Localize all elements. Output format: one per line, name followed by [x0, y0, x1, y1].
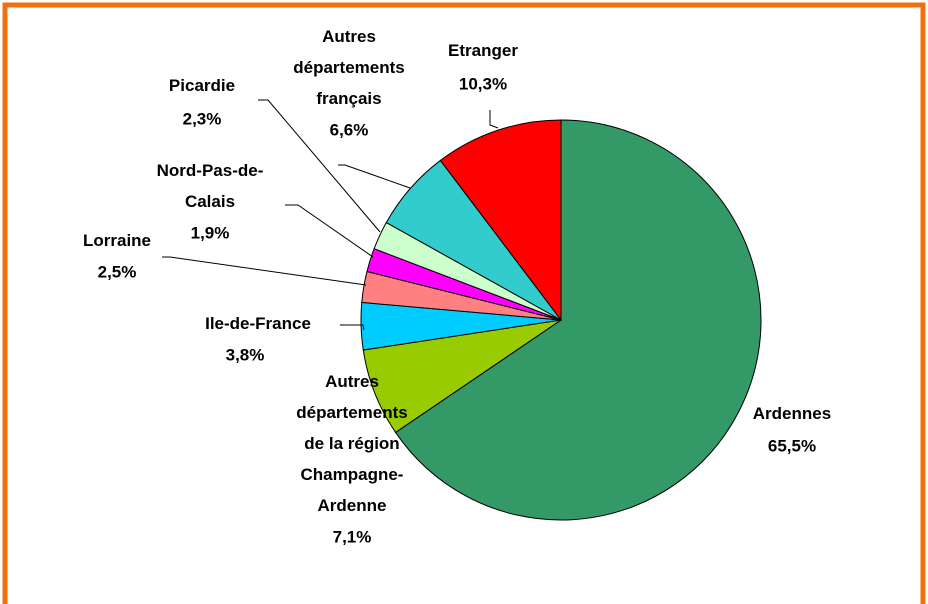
slice-value-label: 65,5% — [768, 436, 816, 455]
slice-value-label: 10,3% — [459, 74, 507, 93]
leader-line — [489, 110, 499, 129]
leaders — [162, 99, 499, 331]
slice-label: Ardennes — [753, 404, 831, 423]
leader-line — [340, 324, 365, 331]
slice-label: Lorraine — [83, 231, 151, 250]
slice-value-label: 2,3% — [183, 109, 222, 128]
slice-value-label: 1,9% — [191, 223, 230, 242]
slice-value-label: 2,5% — [98, 262, 137, 281]
pie-slice — [439, 119, 562, 322]
slice-label: Picardie — [169, 76, 235, 95]
pie-slice — [394, 119, 762, 521]
slices — [360, 119, 762, 521]
leader-line — [285, 204, 374, 258]
leader-line — [338, 164, 411, 189]
slice-label: Autres départements français — [293, 27, 404, 108]
slice-value-label: 7,1% — [333, 527, 372, 546]
slice-value-label: 6,6% — [330, 120, 369, 139]
slice-label: Nord-Pas-de-Calais — [157, 161, 264, 211]
slice-label: Ile-de-France — [205, 314, 311, 333]
slice-label: Etranger — [448, 41, 518, 60]
leader-line — [162, 256, 367, 286]
slice-value-label: 3,8% — [226, 345, 265, 364]
slice-label: Autres départements de la région Champagne-… — [296, 372, 407, 515]
leader-line — [258, 99, 381, 233]
